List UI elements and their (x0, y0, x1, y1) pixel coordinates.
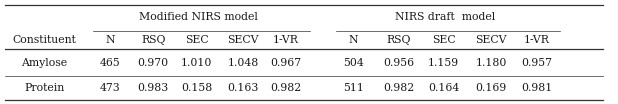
Text: 0.164: 0.164 (428, 83, 459, 93)
Text: 0.967: 0.967 (271, 58, 302, 68)
Text: N: N (105, 35, 115, 45)
Text: 511: 511 (343, 83, 364, 93)
Text: 0.956: 0.956 (383, 58, 414, 68)
Text: SEC: SEC (185, 35, 208, 45)
Text: 0.957: 0.957 (521, 58, 552, 68)
Text: N: N (349, 35, 358, 45)
Text: 465: 465 (99, 58, 121, 68)
Text: 1.180: 1.180 (476, 58, 507, 68)
Text: 0.158: 0.158 (181, 83, 212, 93)
Text: 473: 473 (99, 83, 121, 93)
Text: SECV: SECV (227, 35, 258, 45)
Text: 1.048: 1.048 (227, 58, 258, 68)
Text: Constituent: Constituent (12, 35, 77, 45)
Text: SECV: SECV (476, 35, 507, 45)
Text: 0.169: 0.169 (476, 83, 507, 93)
Text: 0.163: 0.163 (227, 83, 258, 93)
Text: RSQ: RSQ (141, 35, 166, 45)
Text: Amylose: Amylose (22, 58, 67, 68)
Text: 1-VR: 1-VR (523, 35, 549, 45)
Text: SEC: SEC (432, 35, 455, 45)
Text: 0.970: 0.970 (138, 58, 169, 68)
Text: 504: 504 (343, 58, 364, 68)
Text: Modified NIRS model: Modified NIRS model (138, 12, 258, 22)
Text: Protein: Protein (24, 83, 65, 93)
Text: RSQ: RSQ (386, 35, 411, 45)
Text: 0.982: 0.982 (271, 83, 302, 93)
Text: 0.981: 0.981 (521, 83, 552, 93)
Text: 1-VR: 1-VR (273, 35, 299, 45)
Text: 1.159: 1.159 (428, 58, 459, 68)
Text: NIRS draft  model: NIRS draft model (395, 12, 495, 22)
Text: 1.010: 1.010 (181, 58, 212, 68)
Text: 0.983: 0.983 (138, 83, 169, 93)
Text: 0.982: 0.982 (383, 83, 414, 93)
